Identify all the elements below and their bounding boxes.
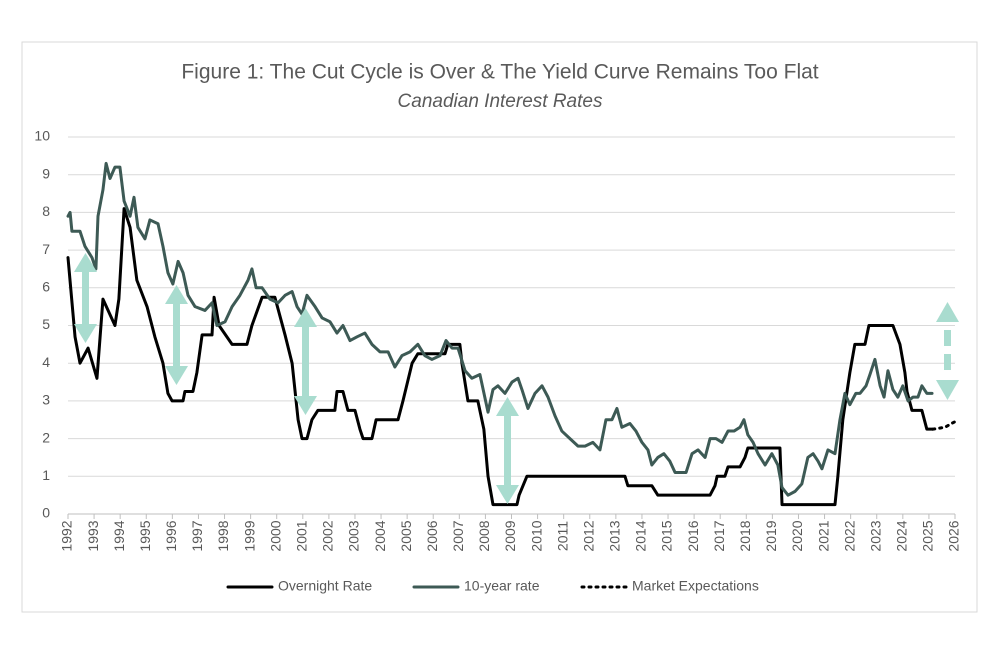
y-tick-label: 3 — [42, 392, 50, 408]
y-tick-label: 4 — [42, 354, 50, 370]
x-tick-label: 2002 — [320, 520, 336, 551]
spread-arrows — [74, 253, 959, 504]
x-tick-label: 2018 — [737, 520, 753, 551]
x-tick-label: 2010 — [528, 520, 544, 551]
y-tick-label: 6 — [42, 279, 50, 295]
x-tick-label: 2004 — [372, 520, 388, 551]
x-tick-label: 2007 — [450, 520, 466, 551]
x-tick-label: 2008 — [476, 520, 492, 551]
x-tick-label: 2020 — [789, 520, 805, 551]
x-tick-label: 2017 — [711, 520, 727, 551]
legend-label: Market Expectations — [632, 578, 759, 594]
arrow — [74, 253, 97, 343]
x-tick-label: 2012 — [580, 520, 596, 551]
series-line — [66, 161, 934, 497]
x-tick-label: 2000 — [267, 520, 283, 551]
y-tick-label: 5 — [42, 316, 50, 332]
arrow-dashed — [936, 302, 959, 400]
chart-title: Figure 1: The Cut Cycle is Over & The Yi… — [181, 61, 818, 84]
y-tick-label: 7 — [42, 241, 50, 257]
x-tick-label: 2009 — [502, 520, 518, 551]
x-tick-label: 1997 — [189, 520, 205, 551]
x-tick-label: 2006 — [424, 520, 440, 551]
series-line — [66, 207, 935, 507]
x-tick-label: 2024 — [894, 520, 910, 551]
y-tick-label: 10 — [34, 128, 50, 144]
arrow — [294, 308, 317, 415]
x-tick-label: 2013 — [607, 520, 623, 551]
x-tick-label: 2019 — [763, 520, 779, 551]
x-tick-label: 2011 — [554, 521, 570, 551]
x-tick-label: 1996 — [163, 520, 179, 551]
y-tick-label: 8 — [42, 203, 50, 219]
x-tick-label: 1999 — [241, 520, 257, 551]
x-tick-label: 2021 — [815, 520, 831, 551]
legend: Overnight Rate 10-year rate Market Expecta… — [226, 578, 759, 594]
x-tick-label: 1993 — [85, 520, 101, 551]
y-tick-label: 2 — [42, 429, 50, 445]
x-tick-label: 1994 — [111, 520, 127, 551]
x-tick-label: 1998 — [215, 520, 231, 551]
x-tick-label: 2015 — [659, 520, 675, 551]
x-tick-label: 1995 — [137, 520, 153, 551]
x-tick-label: 1992 — [59, 520, 75, 551]
lines — [66, 161, 957, 507]
x-tick-label: 2005 — [398, 520, 414, 551]
y-tick-label: 9 — [42, 165, 50, 181]
x-tick-label: 2025 — [920, 520, 936, 551]
arrow — [165, 285, 188, 385]
x-tick-label: 2003 — [346, 520, 362, 551]
series-line — [931, 420, 957, 431]
arrow — [496, 397, 519, 504]
x-tick-label: 2022 — [841, 520, 857, 551]
x-tick-label: 2023 — [867, 520, 883, 551]
x-tick-label: 2001 — [293, 520, 309, 551]
chart-subtitle: Canadian Interest Rates — [398, 91, 603, 112]
x-tick-label: 2026 — [946, 520, 962, 551]
x-tick-label: 2014 — [633, 520, 649, 551]
legend-label: Overnight Rate — [278, 578, 372, 594]
x-tick-label: 2016 — [685, 520, 701, 551]
y-tick-label: 0 — [42, 505, 50, 521]
legend-label: 10-year rate — [464, 578, 540, 594]
y-tick-label: 1 — [42, 467, 50, 483]
